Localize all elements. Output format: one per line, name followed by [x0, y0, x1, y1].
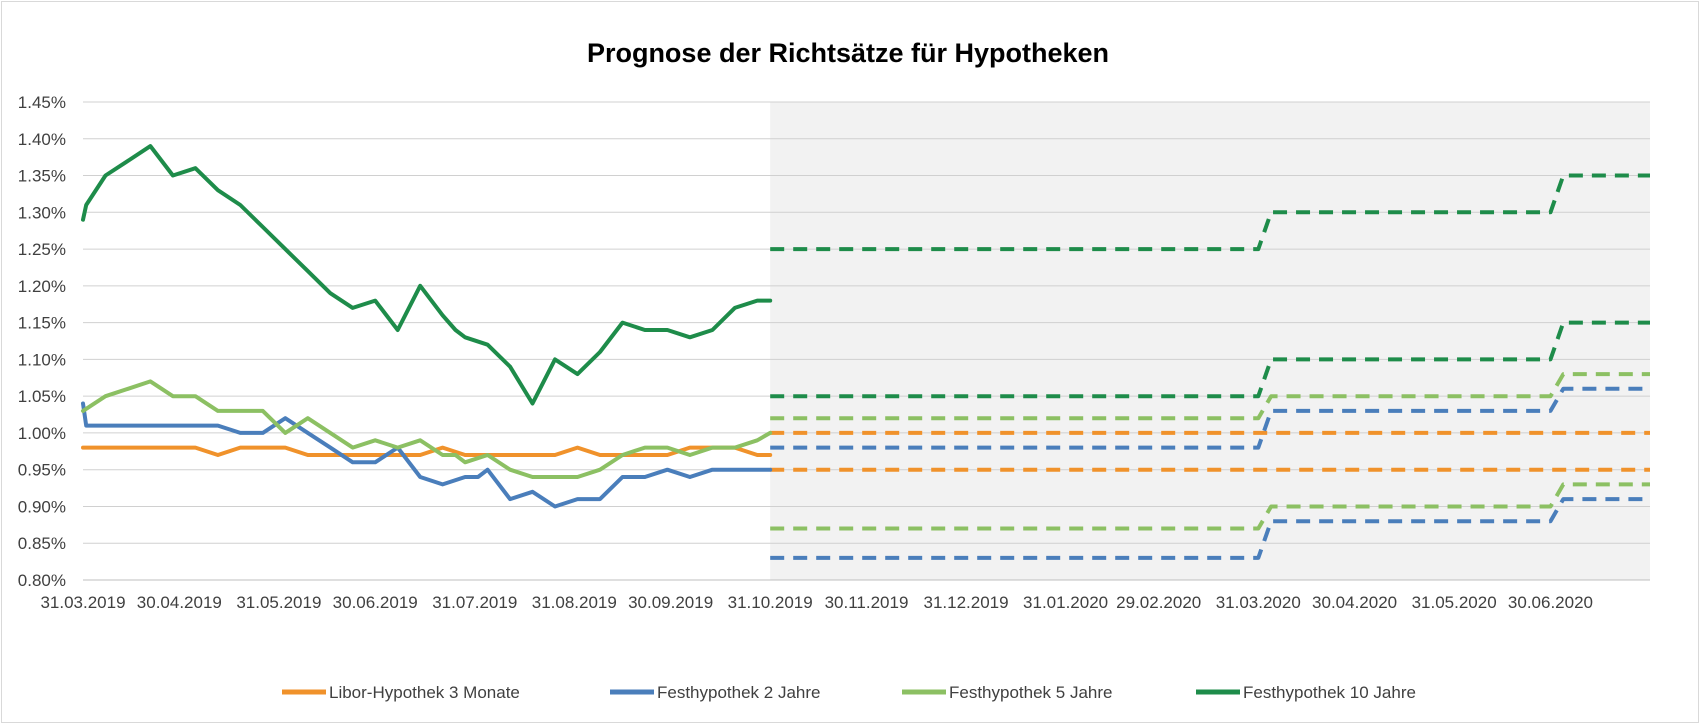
legend-label: Festhypothek 2 Jahre — [657, 683, 820, 702]
forecast-shading — [770, 102, 1650, 580]
x-tick-label: 30.06.2019 — [333, 593, 418, 612]
x-tick-label: 31.03.2020 — [1216, 593, 1301, 612]
y-tick-label: 0.80% — [18, 571, 66, 590]
x-tick-label: 31.03.2019 — [40, 593, 125, 612]
x-tick-label: 30.09.2019 — [628, 593, 713, 612]
legend-label: Libor-Hypothek 3 Monate — [329, 683, 520, 702]
x-axis-ticks: 31.03.2019 30.04.2019 31.05.2019 30.06.2019… — [40, 593, 1593, 612]
x-tick-label: 31.07.2019 — [432, 593, 517, 612]
x-tick-label: 30.04.2020 — [1312, 593, 1397, 612]
x-tick-label: 31.08.2019 — [532, 593, 617, 612]
series-line-historical — [81, 445, 773, 457]
series-line-forecast — [770, 372, 1650, 421]
y-axis-ticks: 0.80% 0.85% 0.90% 0.95% 1.00% 1.05% 1.10% 1.15%… — [18, 93, 66, 590]
x-tick-label: 29.02.2020 — [1116, 593, 1201, 612]
y-tick-label: 1.15% — [18, 314, 66, 333]
x-tick-label: 31.05.2019 — [236, 593, 321, 612]
x-tick-label: 30.11.2019 — [825, 593, 909, 612]
series-line-historical — [81, 379, 773, 479]
y-tick-label: 1.45% — [18, 93, 66, 112]
x-tick-label: 30.06.2020 — [1508, 593, 1593, 612]
y-tick-label: 1.05% — [18, 387, 66, 406]
chart-title: Prognose der Richtsätze für Hypotheken — [587, 38, 1109, 68]
legend-label: Festhypothek 5 Jahre — [949, 683, 1112, 702]
x-tick-label: 31.05.2020 — [1412, 593, 1497, 612]
x-tick-label: 30.04.2019 — [137, 593, 222, 612]
legend-item: Festhypothek 10 Jahre — [1196, 683, 1416, 702]
legend-item: Festhypothek 5 Jahre — [902, 683, 1112, 702]
legend-item: Festhypothek 2 Jahre — [610, 683, 820, 702]
y-tick-label: 1.40% — [18, 130, 66, 149]
x-tick-label: 31.12.2019 — [923, 593, 1008, 612]
series-line-historical — [81, 401, 773, 509]
series-line-historical — [81, 144, 773, 406]
series-lines — [81, 144, 1650, 560]
series-line-forecast — [770, 320, 1650, 399]
y-tick-label: 1.10% — [18, 350, 66, 369]
legend: Libor-Hypothek 3 Monate Festhypothek 2 Ja… — [282, 683, 1416, 702]
forecast-shading-area — [770, 102, 1650, 580]
y-tick-label: 0.85% — [18, 534, 66, 553]
legend-item: Libor-Hypothek 3 Monate — [282, 683, 520, 702]
y-tick-label: 1.30% — [18, 203, 66, 222]
y-tick-label: 1.35% — [18, 167, 66, 186]
series-line-forecast — [770, 173, 1650, 252]
y-tick-label: 1.25% — [18, 240, 66, 259]
y-tick-label: 0.90% — [18, 497, 66, 516]
legend-label: Festhypothek 10 Jahre — [1243, 683, 1416, 702]
y-tick-label: 0.95% — [18, 461, 66, 480]
x-tick-label: 31.01.2020 — [1023, 593, 1108, 612]
y-tick-label: 1.00% — [18, 424, 66, 443]
x-tick-label: 31.10.2019 — [728, 593, 813, 612]
y-tick-label: 1.20% — [18, 277, 66, 296]
series-line-forecast — [770, 482, 1650, 531]
